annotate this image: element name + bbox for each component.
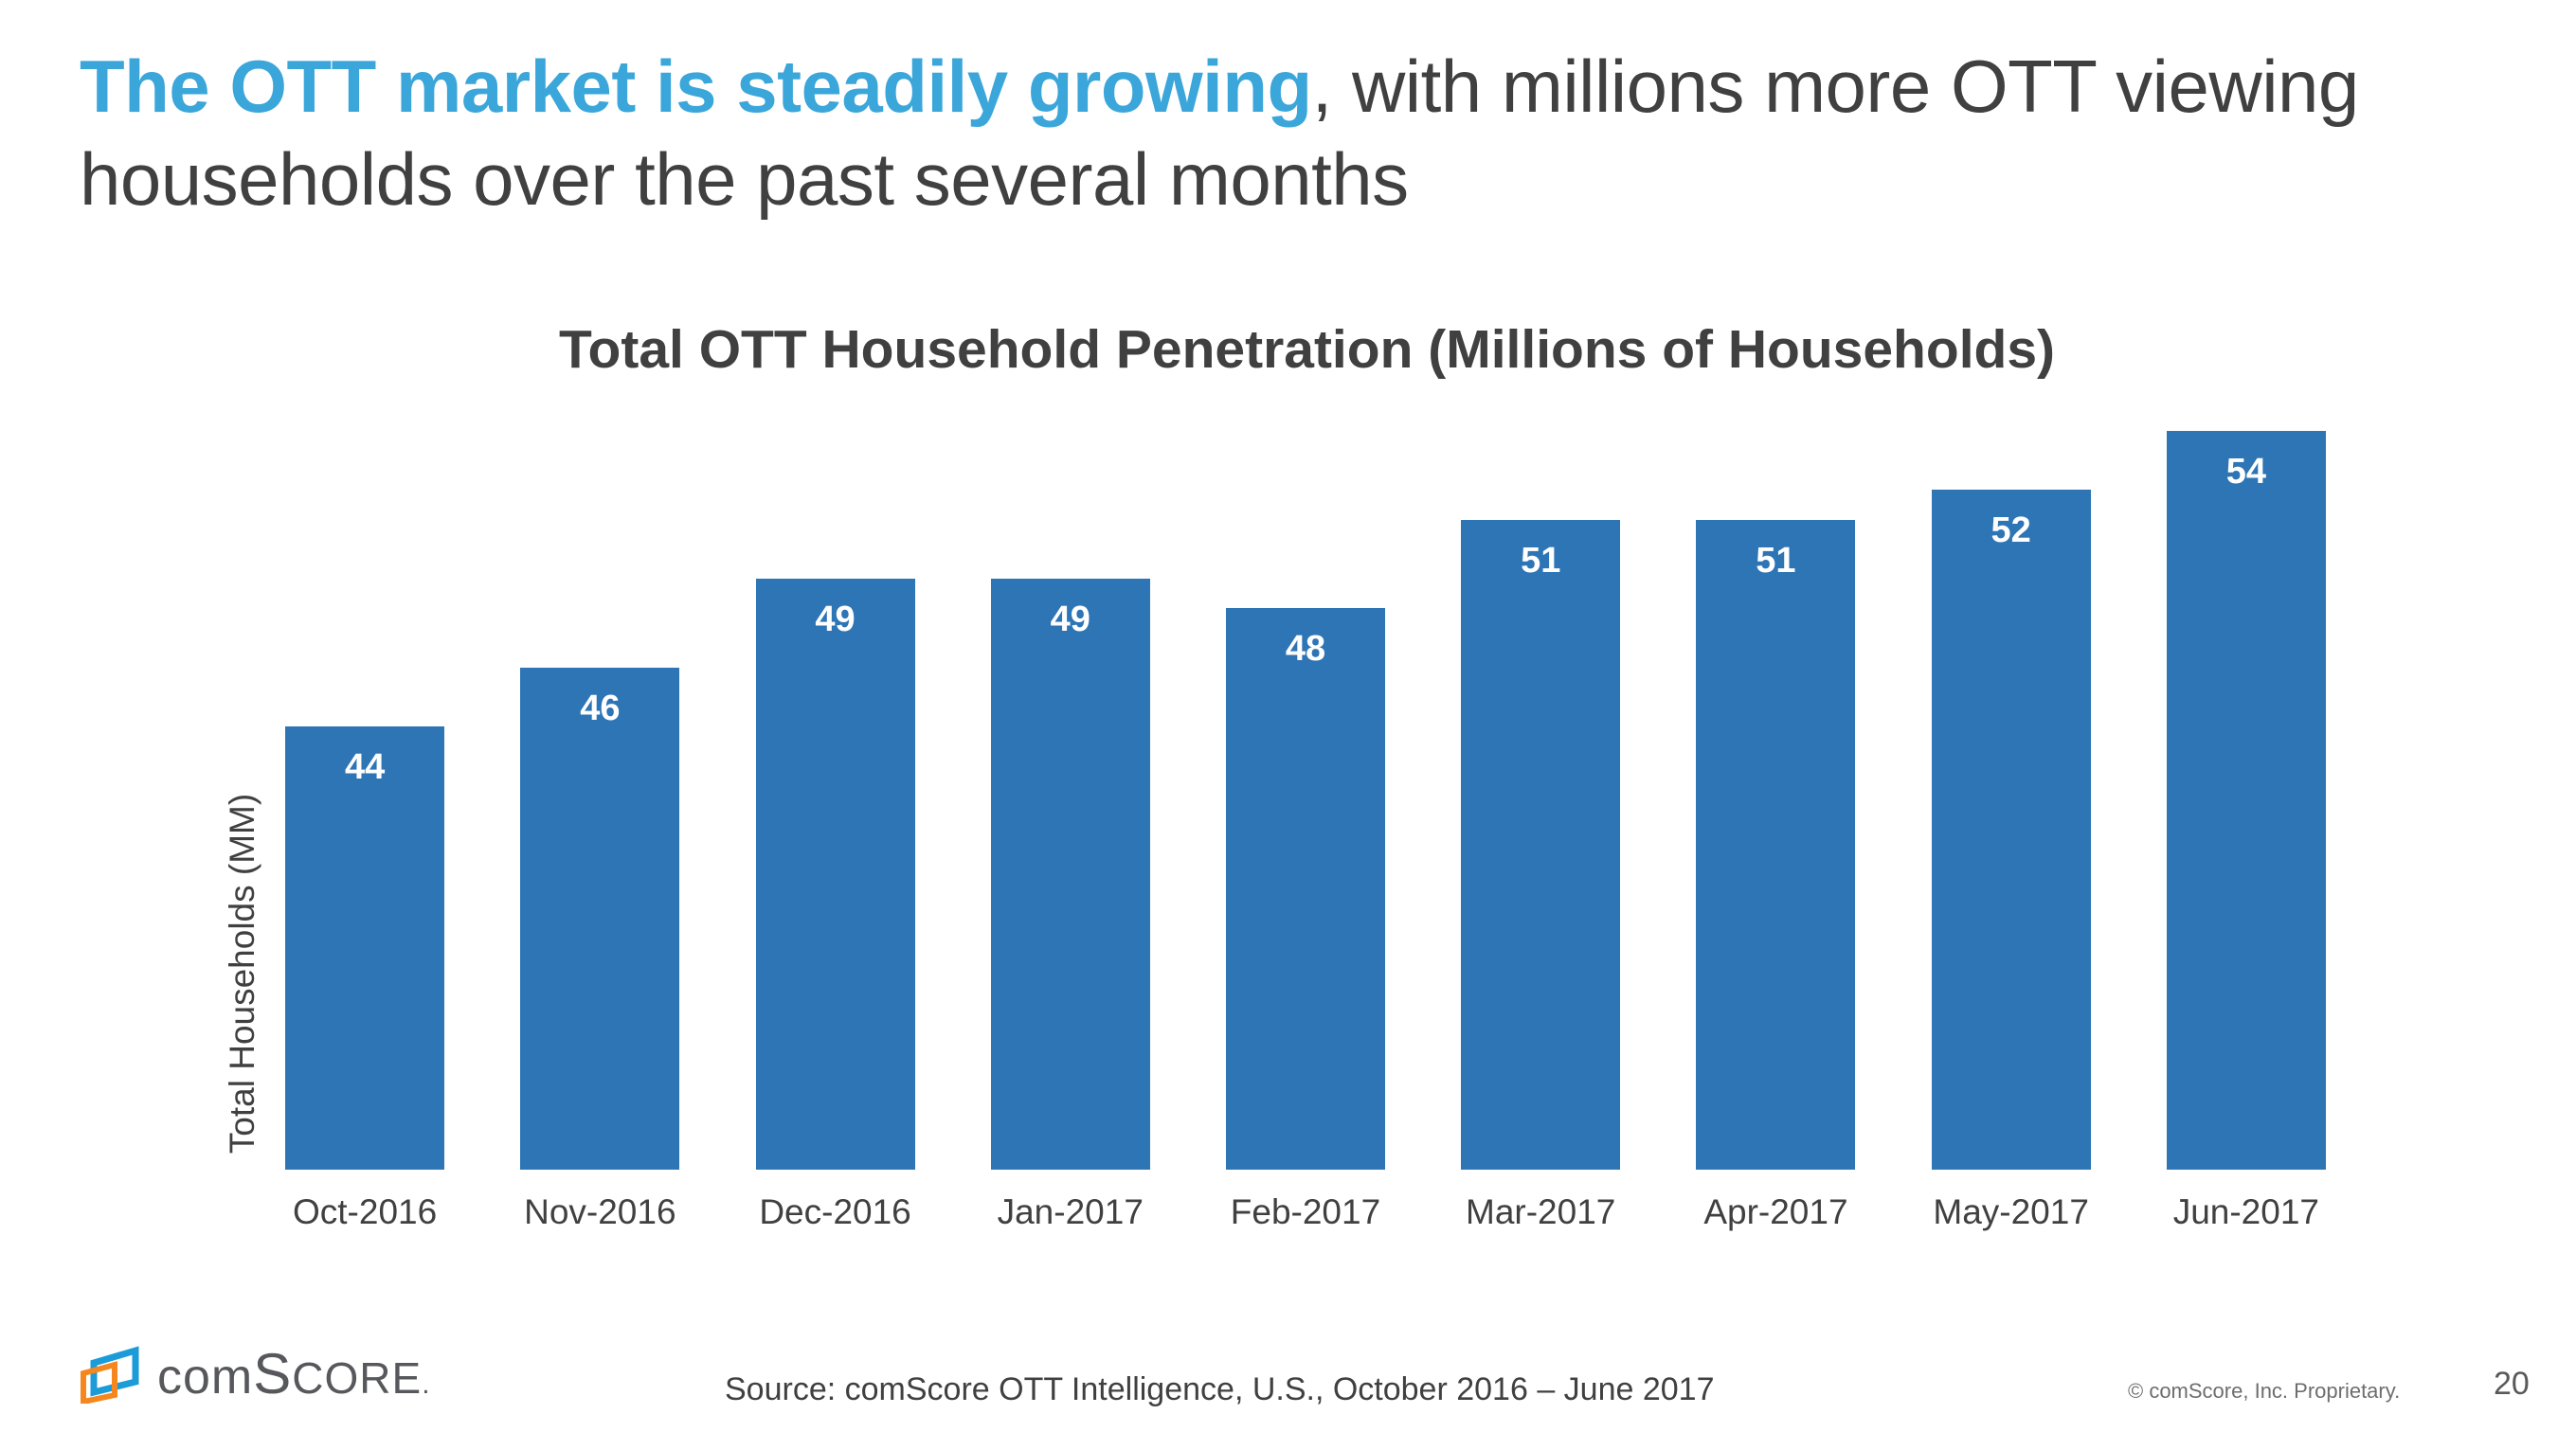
wordmark-s: S <box>253 1342 293 1405</box>
bar-value-label: 49 <box>815 600 856 639</box>
bar-value-label: 51 <box>1521 540 1561 581</box>
bar: 49 <box>755 579 915 1170</box>
bar-column: 49 Jan-2017 <box>953 412 1188 1231</box>
bar-value-label: 51 <box>1756 540 1796 581</box>
wordmark-com: com <box>157 1350 254 1405</box>
comscore-logo-icon <box>80 1345 142 1404</box>
chart-title: Total OTT Household Penetration (Million… <box>558 319 2056 380</box>
wordmark-core: CORE <box>292 1353 423 1403</box>
x-tick-label: Jun-2017 <box>2172 1192 2319 1231</box>
page-number: 20 <box>2494 1366 2530 1402</box>
bar-value-label: 49 <box>1050 600 1090 639</box>
bar: 44 <box>285 726 445 1170</box>
bar-column: 52 May-2017 <box>1894 412 2129 1231</box>
bar-value-label: 44 <box>344 747 386 787</box>
slide-title-rest-line1: , with millions more OTT viewing <box>1311 45 2360 128</box>
bar-column: 51 Mar-2017 <box>1423 412 1658 1231</box>
x-tick-label: Apr-2017 <box>1703 1192 1848 1231</box>
bar: 54 <box>2166 431 2326 1170</box>
copyright-text: © comScore, Inc. Proprietary. <box>2128 1379 2401 1403</box>
x-tick-label: Dec-2016 <box>759 1192 911 1231</box>
slide-title-line2: households over the past several months <box>80 137 1409 221</box>
x-tick-label: May-2017 <box>1933 1192 2089 1231</box>
bar-column: 49 Dec-2016 <box>717 412 952 1231</box>
bar-value-label: 46 <box>580 688 621 728</box>
bar: 51 <box>1461 519 1621 1170</box>
x-tick-label: Oct-2016 <box>293 1192 438 1231</box>
bar: 48 <box>1225 608 1385 1170</box>
bar-column: 46 Nov-2016 <box>482 412 717 1231</box>
bar-value-label: 52 <box>1991 510 2031 551</box>
slide-title: The OTT market is steadily growing, with… <box>80 40 2429 225</box>
bar-value-label: 54 <box>2225 452 2266 492</box>
bar-column: 51 Apr-2017 <box>1658 412 1893 1231</box>
x-tick-label: Mar-2017 <box>1466 1192 1616 1231</box>
x-tick-label: Nov-2016 <box>524 1192 676 1231</box>
bar-column: 44 Oct-2016 <box>247 412 482 1231</box>
bar: 52 <box>1931 490 2091 1170</box>
slide-title-highlight: The OTT market is steadily growing <box>80 45 1312 128</box>
bar: 49 <box>990 579 1150 1170</box>
bar: 51 <box>1696 519 1856 1170</box>
x-tick-label: Feb-2017 <box>1230 1192 1381 1231</box>
bar-value-label: 48 <box>1285 629 1326 670</box>
comscore-logo: com S CORE. <box>80 1341 431 1406</box>
comscore-wordmark: com S CORE. <box>157 1341 431 1406</box>
wordmark-dot: . <box>422 1369 431 1400</box>
bar: 46 <box>520 667 680 1170</box>
x-tick-label: Jan-2017 <box>997 1192 1144 1231</box>
bar-column: 48 Feb-2017 <box>1188 412 1423 1231</box>
source-text: Source: comScore OTT Intelligence, U.S.,… <box>725 1371 1715 1407</box>
bar-column: 54 Jun-2017 <box>2129 412 2364 1231</box>
bar-columns: 44 Oct-2016 46 Nov-2016 49 Dec-2016 49 J… <box>247 412 2364 1231</box>
